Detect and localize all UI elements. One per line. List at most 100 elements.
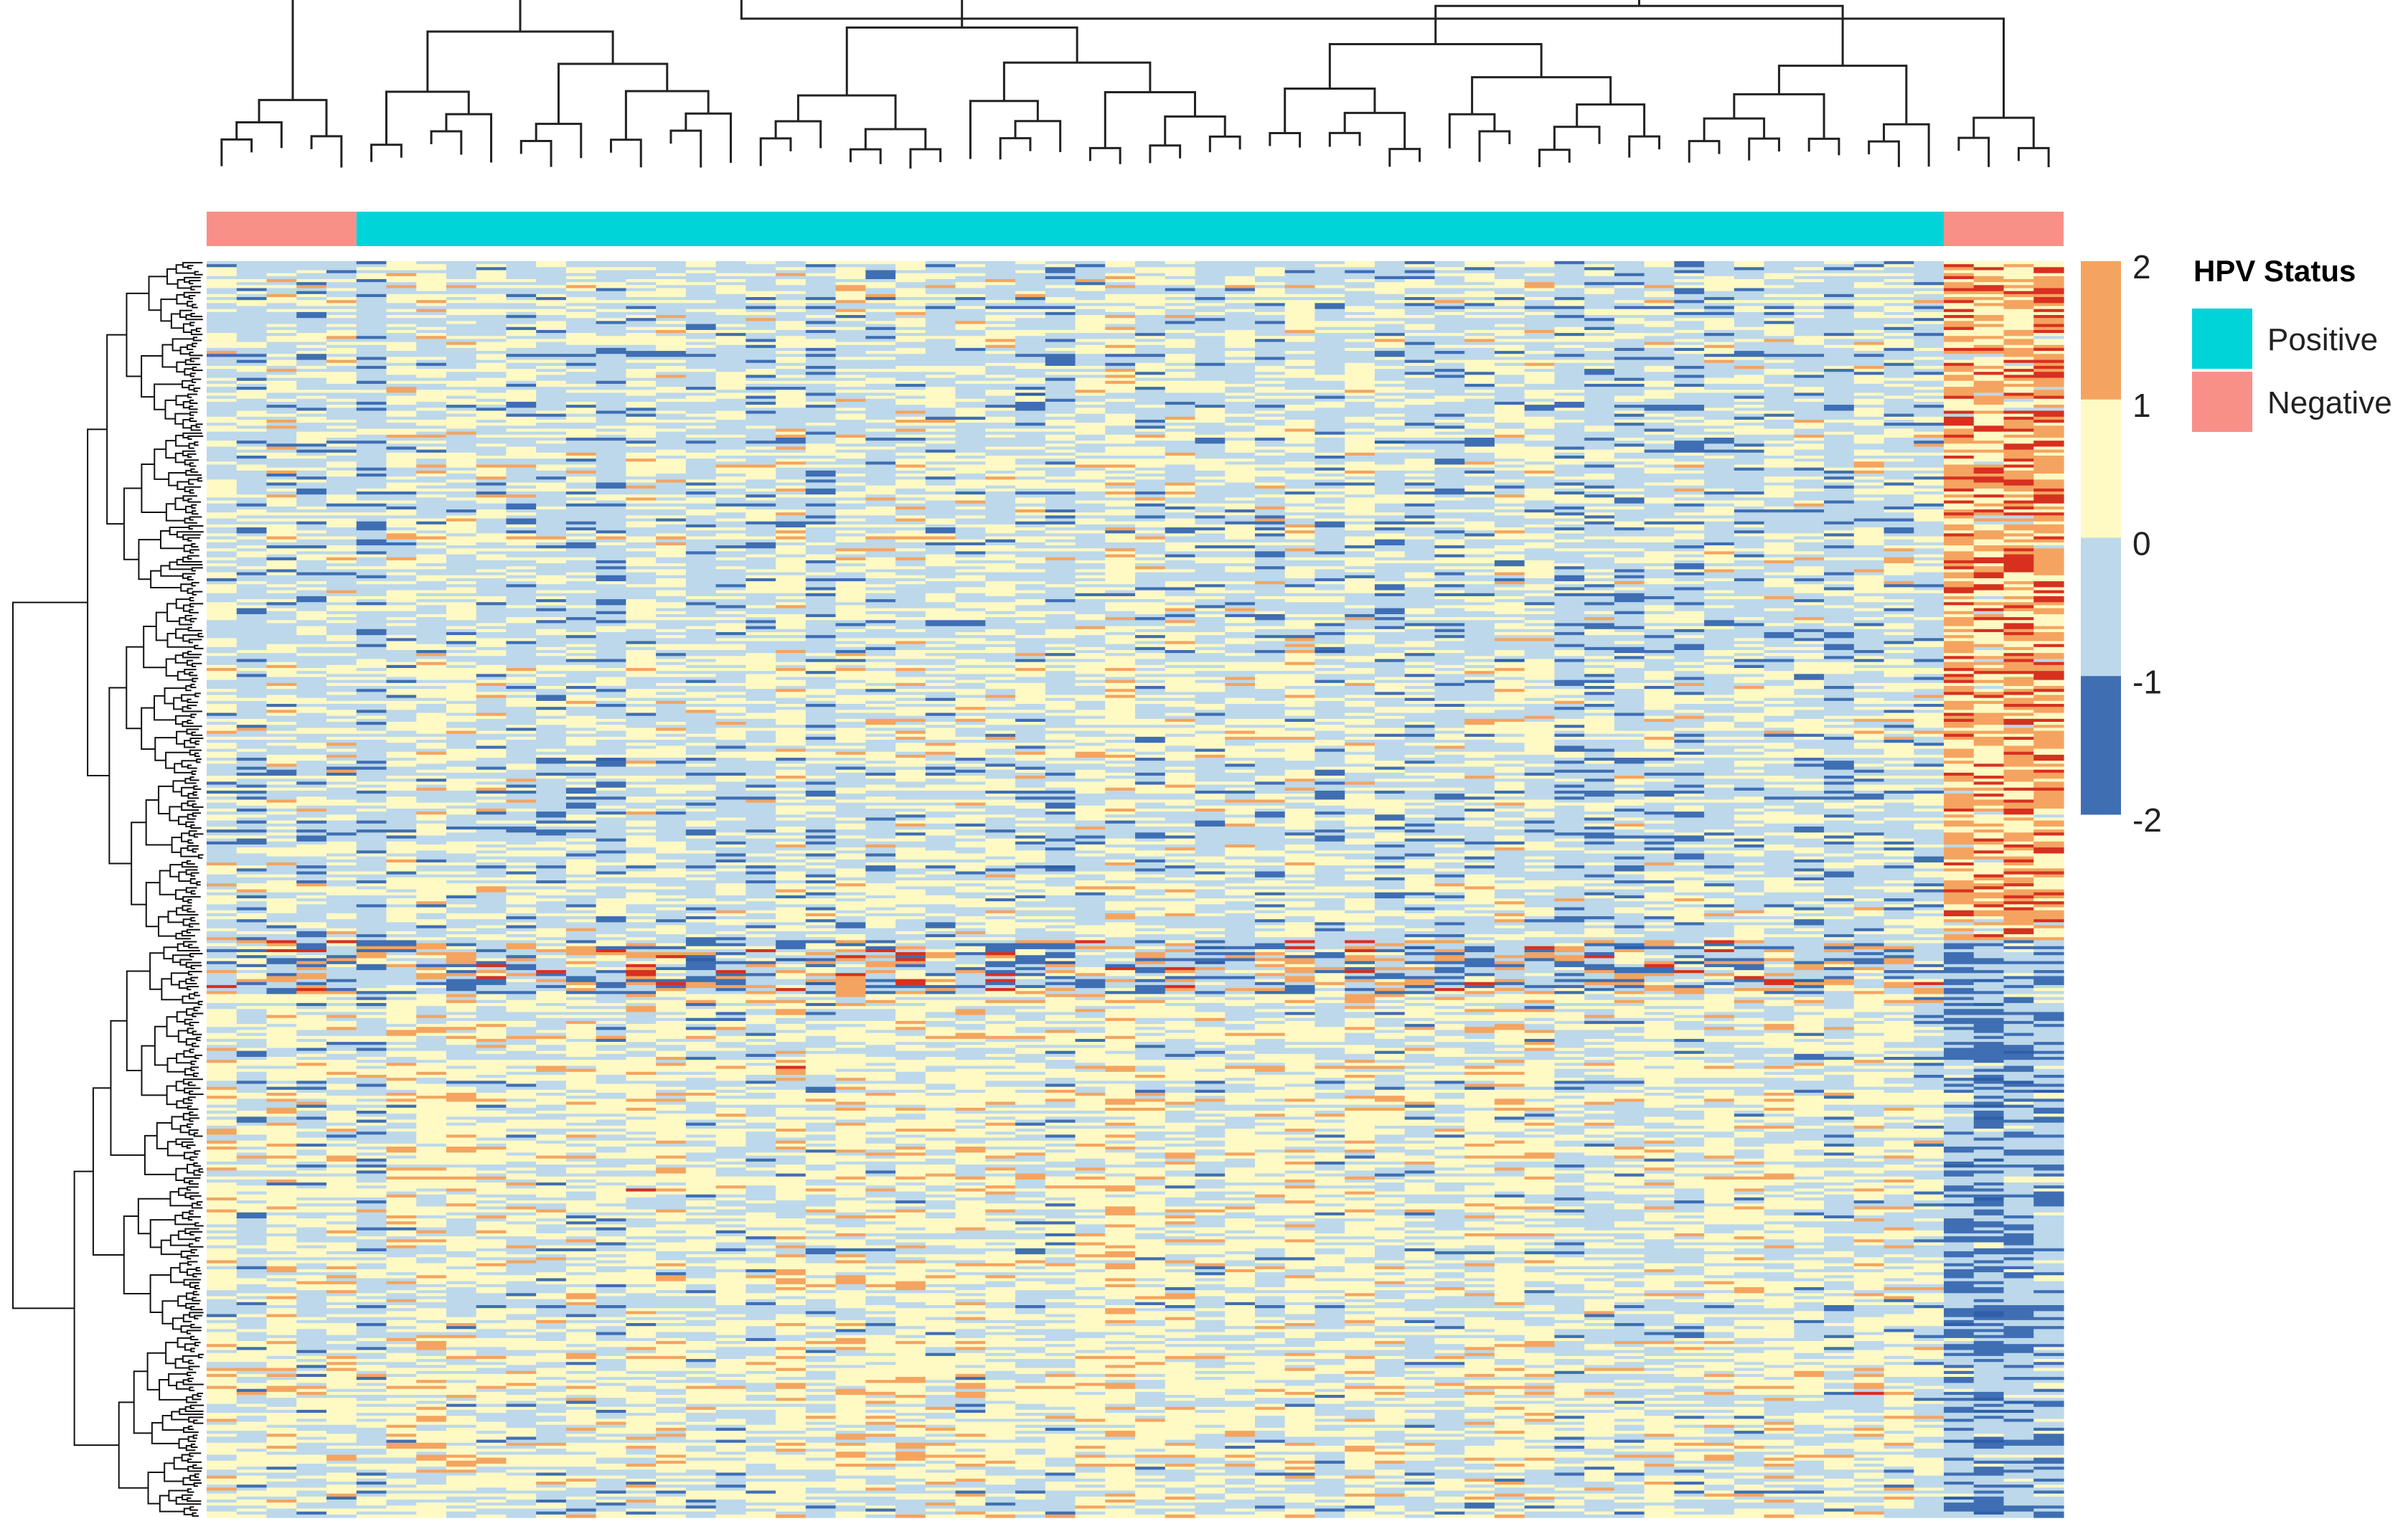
heatmap-cell: [1614, 653, 1645, 657]
heatmap-cell: [207, 533, 237, 537]
heatmap-cell: [1045, 357, 1076, 361]
heatmap-cell: [1165, 641, 1196, 645]
heatmap-cell: [656, 554, 687, 558]
heatmap-cell: [1314, 623, 1345, 627]
heatmap-cell: [386, 419, 477, 423]
heatmap-cell: [1794, 500, 1825, 504]
heatmap-cell: [626, 405, 657, 408]
heatmap-cell: [1584, 383, 1645, 387]
heatmap-cell: [1674, 428, 1705, 433]
heatmap-cell: [1674, 533, 1705, 537]
heatmap-cell: [1105, 566, 1136, 570]
heatmap-cell: [326, 408, 357, 412]
heatmap-cell: [1944, 401, 1975, 405]
heatmap-cell: [1824, 509, 1885, 513]
heatmap-cell: [1524, 488, 1555, 492]
heatmap-cell: [506, 270, 567, 274]
heatmap-cell: [1704, 545, 1735, 549]
heatmap-cell: [1345, 398, 1375, 403]
heatmap-cell: [865, 659, 956, 663]
heatmap-cell: [1883, 441, 1914, 444]
heatmap-cell: [506, 347, 597, 352]
heatmap-cell: [1135, 380, 1226, 385]
heatmap-cell: [1105, 485, 1166, 489]
heatmap-cell: [386, 458, 417, 462]
heatmap-cell: [2003, 315, 2034, 319]
heatmap-cell: [1794, 623, 1825, 627]
heatmap-cell: [536, 441, 567, 444]
heatmap-cell: [356, 449, 417, 453]
heatmap-cell: [955, 515, 986, 519]
heatmap-cell: [1345, 390, 1375, 394]
heatmap-cell: [1494, 437, 1525, 441]
heatmap-cell: [416, 572, 507, 576]
heatmap-cell: [207, 596, 297, 600]
heatmap-cell: [326, 494, 357, 498]
heatmap-cell: [1914, 291, 1944, 295]
heatmap-cell: [596, 631, 717, 636]
heatmap-cell: [656, 613, 746, 618]
heatmap-cell: [715, 506, 746, 510]
heatmap-cell: [1973, 590, 2034, 594]
heatmap-cell: [1404, 333, 1465, 337]
heatmap-cell: [296, 527, 357, 531]
heatmap-cell: [776, 326, 866, 331]
heatmap-cell: [925, 437, 1046, 441]
heatmap-cell: [536, 365, 567, 370]
heatmap-cell: [1374, 282, 1436, 286]
heatmap-cell: [1944, 300, 1975, 304]
heatmap-cell: [1105, 326, 1136, 331]
heatmap-cell: [1853, 644, 1885, 648]
heatmap-cell: [955, 395, 1016, 400]
heatmap-cell: [1674, 395, 1735, 400]
heatmap-cell: [565, 401, 597, 405]
heatmap-cell: [1075, 671, 1196, 674]
heatmap-cell: [416, 449, 447, 453]
heatmap-cell: [207, 524, 297, 528]
heatmap-cell: [1254, 545, 1345, 549]
heatmap-cell: [2003, 375, 2064, 379]
heatmap-cell: [266, 488, 297, 492]
heatmap-cell: [1045, 527, 1106, 531]
heatmap-cell: [596, 533, 626, 537]
heatmap-cell: [236, 398, 268, 403]
heatmap-cell: [506, 599, 537, 603]
heatmap-cell: [626, 578, 657, 582]
heatmap-cell: [1374, 611, 1406, 615]
heatmap-cell: [1195, 329, 1226, 334]
heatmap-cell: [1614, 629, 1675, 633]
heatmap-cell: [776, 512, 806, 516]
heatmap-cell: [805, 470, 837, 474]
heatmap-cell: [1464, 413, 1525, 418]
heatmap-cell: [1404, 653, 1436, 657]
heatmap-cell: [1165, 509, 1196, 513]
heatmap-cell: [1165, 372, 1196, 376]
heatmap-cell: [1105, 613, 1166, 618]
heatmap-cell: [1944, 566, 1975, 570]
heatmap-cell: [207, 344, 268, 349]
heatmap-cell: [685, 428, 776, 433]
heatmap-cell: [1195, 646, 1316, 651]
heatmap-cell: [1015, 653, 1046, 657]
heatmap-cell: [207, 602, 237, 606]
heatmap-cell: [386, 664, 417, 669]
heatmap-cell: [925, 530, 956, 534]
heatmap-cell: [1584, 629, 1615, 633]
heatmap-cell: [2033, 488, 2064, 492]
heatmap-cell: [1494, 324, 1525, 328]
heatmap-cell: [1764, 359, 1795, 364]
heatmap-cell: [895, 401, 956, 405]
heatmap-cell: [1944, 392, 1975, 397]
heatmap-cell: [805, 584, 837, 588]
heatmap-cell: [1794, 326, 1885, 331]
heatmap-cell: [685, 664, 746, 669]
heatmap-cell: [1225, 318, 1286, 321]
heatmap-cell: [1374, 521, 1436, 525]
heatmap-cell: [656, 539, 776, 543]
heatmap-cell: [536, 572, 567, 576]
heatmap-cell: [1644, 291, 1675, 295]
heatmap-cell: [1853, 311, 1885, 316]
heatmap-cell: [326, 311, 447, 316]
heatmap-cell: [207, 336, 237, 339]
heatmap-cell: [506, 542, 537, 546]
